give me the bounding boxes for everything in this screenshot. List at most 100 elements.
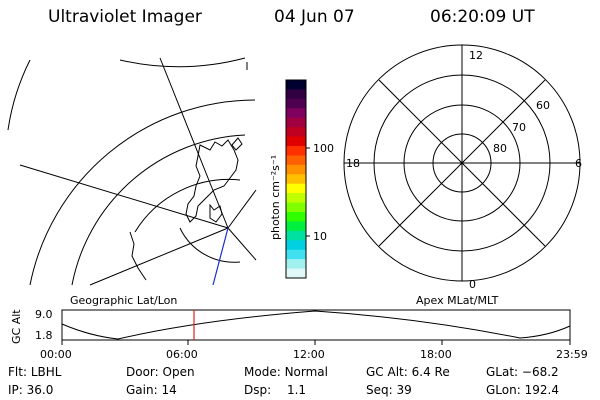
door-value: Open [162,365,195,379]
filter-label: Flt: [8,365,27,379]
glat-row: GLat: −68.2 [486,365,559,379]
x-tick-0000: 00:00 [40,348,72,361]
gc-alt-label: GC Alt: [366,365,408,379]
date-label: 04 Jun 07 [274,7,355,27]
app-title: Ultraviolet Imager [48,7,202,27]
colorbar-segment [286,98,306,109]
colorbar-segment [286,259,306,270]
glon-value: 192.4 [524,383,559,397]
mlat-label-70: 70 [512,121,526,134]
seq-label: Seq: [366,383,393,397]
colorbar-segment [286,164,306,175]
polar-diagonal-2 [378,79,546,247]
latitude-arc-small [179,227,241,263]
colorbar-segment [286,89,306,100]
colorbar-frame [285,79,307,279]
glat-label: GLat: [486,365,519,379]
y-tick-top: 9.0 [35,308,53,321]
timeline-frame [61,309,571,341]
colorbar-segment [286,212,306,222]
filter-value: LBHL [30,365,62,379]
colorbar-segment [286,202,306,213]
polar-grid [343,44,581,282]
gain-value: 14 [161,383,177,397]
timeline-x-ticks [61,340,571,345]
colorbar [286,80,306,279]
mlt-label-12: 12 [469,49,483,62]
colorbar-segment [286,80,306,90]
colorbar-segment [286,183,306,194]
colorbar-segment [286,268,306,279]
mlt-label-0: 0 [469,278,476,291]
dsp-label: Dsp: [244,383,272,397]
gain-row: Gain: 14 [126,383,177,397]
colorbar-ticks [306,147,310,237]
y-tick-bottom: 1.8 [35,329,53,342]
colorbar-segment [286,249,306,260]
colorbar-segment [286,193,306,204]
colorbar-segment [286,136,306,147]
door-label: Door: [126,365,159,379]
mode-row: Mode: Normal [244,365,328,379]
latitude-arc-top [119,57,246,68]
x-tick-1200: 12:00 [293,348,325,361]
colorbar-segment [286,108,306,119]
ip-label: IP: [8,383,23,397]
coastline-4 [209,203,223,223]
dsp-value: 1.1 [286,383,307,397]
meridian-line-3 [159,57,229,229]
coastline-2 [231,137,243,151]
colorbar-segment [286,221,306,232]
latitude-arc-outer [29,99,256,286]
filter-row: Flt: LBHL [8,365,61,379]
colorbar-unit-label: photon cm⁻²s⁻¹ [269,155,282,240]
gc-alt-row: GC Alt: 6.4 Re [366,365,450,379]
colorbar-segment [286,240,306,251]
colorbar-tick-10: 10 [313,230,327,243]
latitude-arc-middle [71,134,246,286]
meridian-line-1 [19,164,229,229]
latitude-arc-inner [134,178,241,233]
gc-alt-value: 6.4 Re [411,365,450,379]
x-tick-1800: 18:00 [420,348,452,361]
x-tick-2359: 23:59 [556,348,588,361]
glon-label: GLon: [486,383,521,397]
coastline-3 [129,231,147,281]
mode-label: Mode: [244,365,281,379]
satellite-track [212,227,229,286]
ip-value: 36.0 [26,383,54,397]
door-row: Door: Open [126,365,195,379]
mlt-label-18: 18 [346,157,360,170]
altitude-curve [61,310,571,340]
glon-row: GLon: 192.4 [486,383,559,397]
coastline-1 [185,139,239,223]
colorbar-segment [286,155,306,166]
mlat-label-60: 60 [536,99,550,112]
colorbar-segment [286,174,306,185]
meridian-line-4 [227,189,257,229]
mode-value: Normal [284,365,328,379]
ip-row: IP: 36.0 [8,383,53,397]
x-tick-0600: 06:00 [166,348,198,361]
colorbar-tick-100: 100 [313,142,334,155]
seq-value: 39 [396,383,412,397]
mlat-label-80: 80 [493,142,507,155]
geographic-map-panel [7,57,257,286]
meridian-line-5 [227,227,257,261]
timeline-axis-label: GC Alt [10,309,23,344]
seq-row: Seq: 39 [366,383,412,397]
colorbar-segment [286,127,306,138]
glat-value: −68.2 [521,365,559,379]
time-label: 06:20:09 UT [430,7,535,27]
meridian-line-2 [89,227,229,286]
colorbar-segment [286,117,306,128]
colorbar-segment [286,146,306,156]
timeline-right-label: Apex MLat/MLT [416,294,499,307]
dsp-row: Dsp: 1.1 [244,383,306,397]
gain-label: Gain: [126,383,158,397]
latitude-arc-corner [7,59,31,131]
timeline-left-label: Geographic Lat/Lon [70,294,177,307]
colorbar-segment [286,230,306,241]
mlt-label-6: 6 [575,157,582,170]
